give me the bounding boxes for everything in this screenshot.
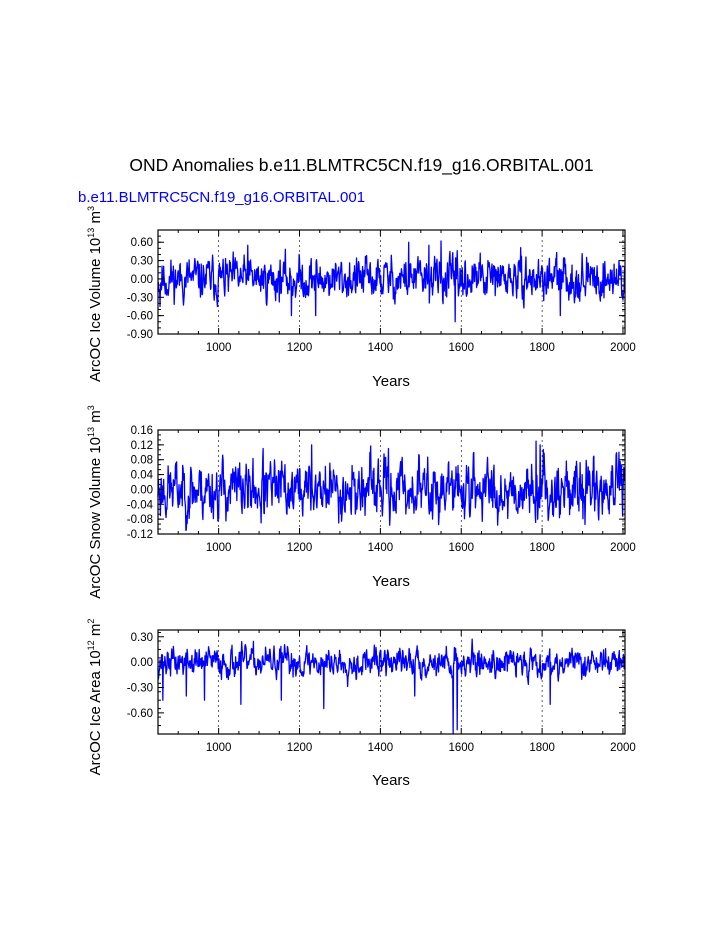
y-tick-label: -0.60	[127, 311, 153, 323]
y-tick-label: 0.16	[131, 425, 153, 437]
x-tick-label: 2000	[610, 542, 636, 554]
x-tick-label: 1400	[368, 342, 394, 354]
plot-frame-snow-volume	[157, 429, 626, 535]
y-tick-label: 0.12	[131, 440, 153, 452]
x-tick-label: 1200	[287, 342, 313, 354]
y-tick-label: -0.60	[127, 708, 153, 720]
y-tick-label: 0.08	[131, 455, 153, 467]
x-tick-label: 1600	[448, 542, 474, 554]
panel-ice-area: ArcOC Ice Area 1012 m2 Years 1000 1200 140…	[86, 619, 636, 789]
y-tick-label: -0.90	[127, 329, 153, 341]
x-tick-label: 1600	[448, 742, 474, 754]
case-label: b.e11.BLMTRC5CN.f19_g16.ORBITAL.001	[78, 189, 366, 206]
x-tick-label: 1800	[529, 742, 555, 754]
y-tick-label: 0.00	[131, 657, 153, 669]
y-tick-label: 0.00	[131, 484, 153, 496]
xlabel-ice-area: Years	[372, 772, 410, 789]
x-tick-label: 1000	[206, 742, 232, 754]
y-tick-label: 0.04	[131, 470, 154, 482]
x-tick-label: 1200	[287, 542, 313, 554]
x-tick-label: 1800	[529, 342, 555, 354]
y-tick-label: -0.04	[127, 499, 154, 511]
plot-frame-ice-volume	[157, 229, 626, 335]
xlabel-ice-volume: Years	[372, 373, 410, 390]
ylabel-ice-area: ArcOC Ice Area 1012 m2	[86, 619, 104, 776]
y-tick-label: 0.00	[131, 274, 153, 286]
series-line-ice-volume	[157, 240, 626, 323]
x-tick-label: 2000	[610, 742, 636, 754]
y-tick-label: -0.30	[127, 682, 153, 694]
x-tick-label: 1600	[448, 342, 474, 354]
xlabel-snow-volume: Years	[372, 573, 410, 590]
series-line-ice-area	[157, 638, 626, 735]
chart-title: OND Anomalies b.e11.BLMTRC5CN.f19_g16.OR…	[129, 155, 594, 175]
y-tick-label: 0.60	[131, 237, 153, 249]
series-line-snow-volume	[157, 440, 625, 532]
ylabel-ice-volume: ArcOC Ice Volume 1013 m3	[86, 206, 104, 382]
x-tick-label: 1000	[206, 542, 232, 554]
y-tick-label: 0.30	[131, 256, 153, 268]
y-tick-label: -0.08	[127, 514, 153, 526]
y-tick-label: 0.30	[131, 632, 153, 644]
y-tick-label: -0.30	[127, 292, 153, 304]
y-tick-label: -0.12	[127, 529, 153, 541]
plot-frame-ice-area	[157, 629, 626, 735]
panel-snow-volume: ArcOC Snow Volume 1013 m3 Years 1000 1200…	[86, 405, 636, 598]
x-tick-label: 1800	[529, 542, 555, 554]
x-tick-label: 1000	[206, 342, 232, 354]
x-tick-label: 1200	[287, 742, 313, 754]
panel-ice-volume: ArcOC Ice Volume 1013 m3 Years 1000 1200 1…	[86, 206, 636, 390]
ylabel-snow-volume: ArcOC Snow Volume 1013 m3	[86, 405, 104, 598]
x-tick-label: 1400	[368, 742, 394, 754]
x-tick-label: 1400	[368, 542, 394, 554]
x-tick-label: 2000	[610, 342, 636, 354]
